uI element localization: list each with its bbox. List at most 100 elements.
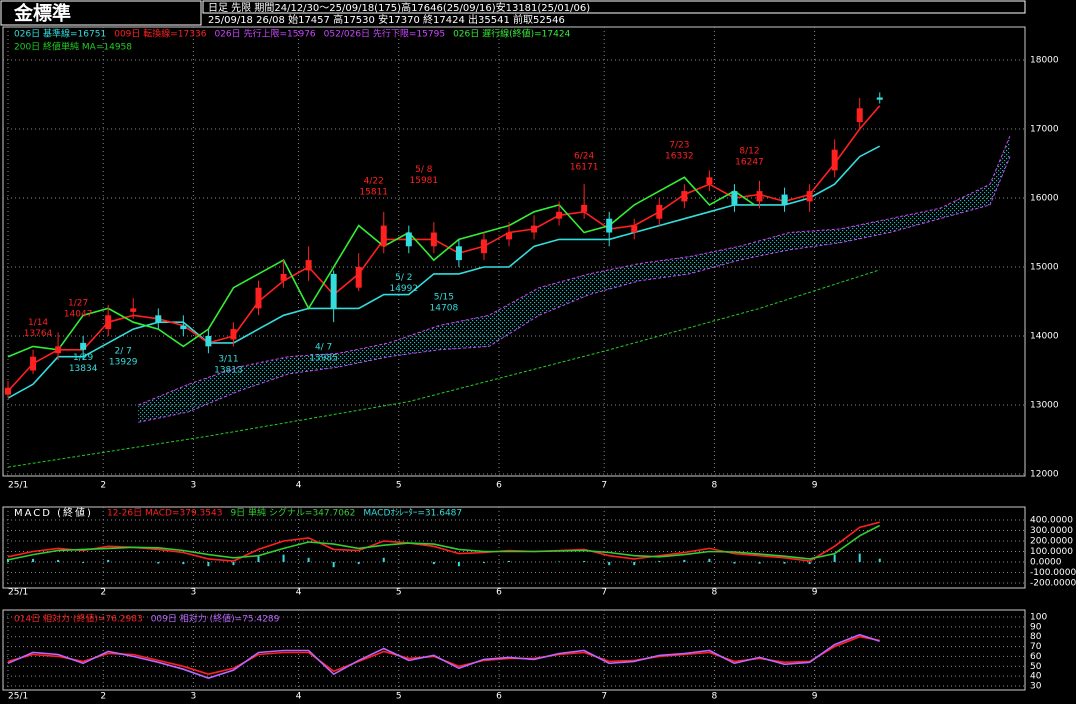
annotation-price: 15811 xyxy=(359,188,388,198)
histogram-bar xyxy=(878,558,881,562)
legend-entry: 026日 先行上限=15976 xyxy=(214,28,315,40)
y-tick-label: 30 xyxy=(1030,682,1042,692)
title-box xyxy=(0,0,202,26)
histogram-bar xyxy=(207,562,210,567)
histogram-bar xyxy=(332,562,335,568)
histogram-bar xyxy=(107,559,110,562)
y-tick-label: 13000 xyxy=(1030,401,1059,411)
legend-entry: 014日 相対力 (終値)=76.2983 xyxy=(14,613,143,625)
indicator-line xyxy=(7,524,881,561)
x-tick-label: 3 xyxy=(191,481,197,491)
candle-body xyxy=(631,225,638,233)
panel-frame xyxy=(2,609,1026,691)
annotation-date: 1/27 xyxy=(68,298,88,308)
legend-entry: 12-26日 MACD=379.3543 xyxy=(107,508,222,519)
candle-body xyxy=(856,108,863,123)
histogram-bar xyxy=(858,553,861,562)
histogram-bar xyxy=(683,559,686,562)
histogram-bar xyxy=(382,557,385,562)
x-tick-label: 8 xyxy=(712,481,718,491)
x-tick-label: 9 xyxy=(812,481,818,491)
histogram-bar xyxy=(758,562,761,564)
indicator-line xyxy=(7,521,880,562)
indicator-line xyxy=(7,269,880,468)
x-tick-label: 5 xyxy=(396,588,402,598)
candle-body xyxy=(706,177,713,185)
x-tick-label: 5 xyxy=(396,481,402,491)
candle-body xyxy=(380,225,387,247)
histogram-bar xyxy=(307,557,310,562)
y-tick-label: 15000 xyxy=(1030,263,1059,273)
y-tick-label: 80 xyxy=(1030,632,1042,642)
y-tick-label: 200.0000 xyxy=(1030,537,1073,547)
candle-body xyxy=(480,239,487,254)
legend-entry: 009日 相対力 (終値)=75.4289 xyxy=(151,613,280,625)
x-tick-label: 25/1 xyxy=(8,481,28,491)
legend-entry: MACDｵｼﾚｰﾀｰ=31.6487 xyxy=(363,508,462,519)
header-line: 25/09/18 26/08 始17457 高17530 安17370 終174… xyxy=(208,13,565,26)
x-tick-label: 6 xyxy=(496,588,502,598)
x-tick-label: 25/1 xyxy=(8,692,28,702)
candle-body xyxy=(105,315,112,330)
x-tick-label: 9 xyxy=(812,588,818,598)
histogram-bar xyxy=(457,562,460,567)
x-tick-label: 2 xyxy=(100,588,106,598)
histogram-bar xyxy=(583,560,586,562)
candle-body xyxy=(30,356,37,371)
panel-frame xyxy=(2,506,1026,589)
y-tick-label: 40 xyxy=(1030,672,1042,682)
candle-body xyxy=(80,342,87,350)
header-box xyxy=(202,0,1026,14)
y-tick-label: 18000 xyxy=(1030,56,1059,66)
candle-body xyxy=(230,329,237,340)
candle-body xyxy=(506,232,512,240)
y-tick-label: 0.0000 xyxy=(1030,558,1062,568)
indicator-line xyxy=(138,156,1011,423)
candle-body xyxy=(430,232,437,247)
y-tick-label: 400.0000 xyxy=(1030,516,1073,526)
y-tick-label: -100.0000 xyxy=(1030,568,1076,578)
histogram-bar xyxy=(182,562,185,565)
title: 金標準 xyxy=(13,2,71,25)
candle-body xyxy=(781,194,788,205)
annotation-date: 7/23 xyxy=(669,141,689,151)
histogram-bar xyxy=(708,558,711,562)
y-tick-label: 100.0000 xyxy=(1030,547,1073,557)
histogram-bar xyxy=(808,562,811,565)
candle-body xyxy=(656,204,663,219)
candle-body xyxy=(405,232,412,247)
candle-body xyxy=(756,191,763,202)
histogram-bar xyxy=(558,561,561,562)
candle-body xyxy=(280,273,287,281)
histogram-bar xyxy=(357,562,360,565)
histogram-bar xyxy=(783,562,786,564)
y-tick-label: 50 xyxy=(1030,662,1042,672)
legend-entry: 026日 遅行線(終値)=17424 xyxy=(453,28,571,40)
candle-body xyxy=(556,211,563,219)
x-tick-label: 8 xyxy=(712,692,718,702)
panel-frame xyxy=(2,26,1026,477)
annotation-price: 13764 xyxy=(24,329,53,339)
histogram-bar xyxy=(157,562,160,564)
histogram-bar xyxy=(733,562,736,564)
candle-body xyxy=(205,336,212,347)
x-tick-label: 3 xyxy=(191,588,197,598)
annotation-price: 16247 xyxy=(735,157,764,167)
y-tick-label: 300.0000 xyxy=(1030,526,1073,536)
candle-body xyxy=(806,191,813,202)
annotation-date: 1/14 xyxy=(28,318,48,328)
annotation-price: 15981 xyxy=(410,176,439,186)
x-tick-label: 7 xyxy=(601,692,607,702)
x-tick-label: 5 xyxy=(396,692,402,702)
annotation-date: 2/ 7 xyxy=(115,346,132,356)
annotation-price: 16171 xyxy=(570,163,599,173)
legend-entry: 200日 終値単純 MA=14958 xyxy=(14,41,132,53)
x-tick-label: 8 xyxy=(712,588,718,598)
x-tick-label: 7 xyxy=(601,588,607,598)
candle-body xyxy=(831,149,838,171)
annotation-date: 1/29 xyxy=(73,353,93,363)
cloud xyxy=(138,135,1010,423)
annotation-date: 5/ 8 xyxy=(415,165,433,175)
